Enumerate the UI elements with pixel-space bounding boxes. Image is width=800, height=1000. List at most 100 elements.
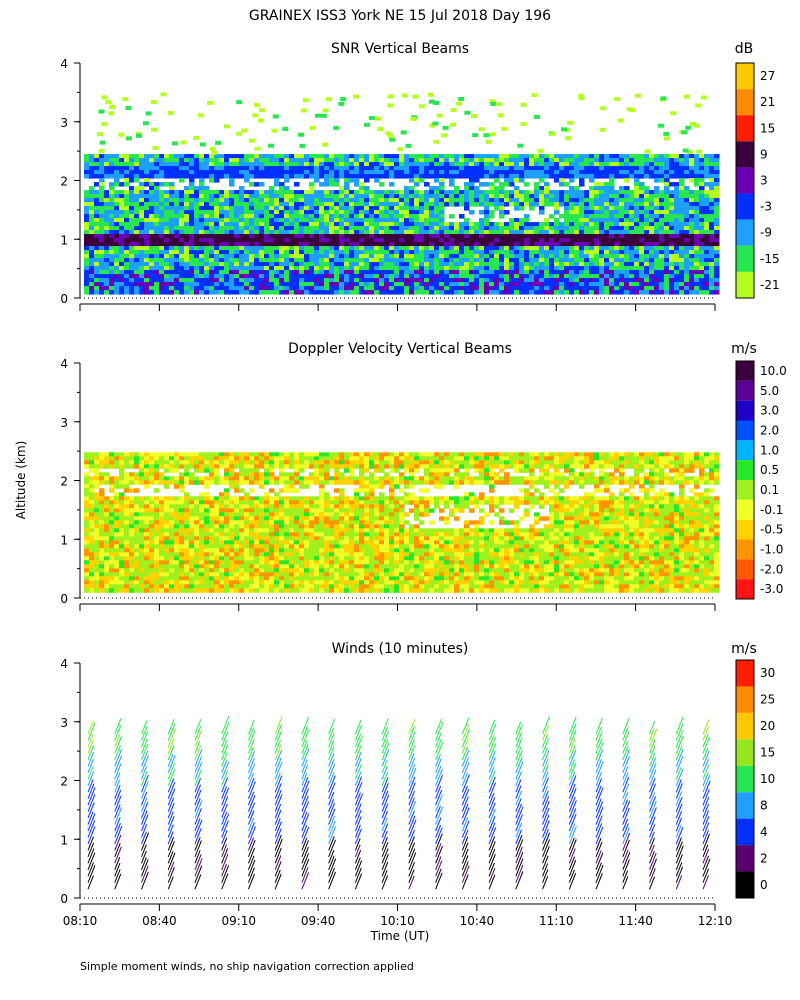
- snr-cell: [184, 238, 190, 243]
- velocity-cell: [99, 548, 105, 553]
- snr-cell: [320, 113, 327, 118]
- snr-cell: [319, 242, 325, 247]
- snr-cell: [504, 182, 510, 187]
- snr-cell: [714, 266, 720, 271]
- velocity-cell: [169, 532, 175, 537]
- snr-cell: [199, 270, 205, 275]
- snr-cell: [244, 170, 250, 175]
- snr-cell: [674, 162, 680, 167]
- snr-cell: [322, 108, 329, 113]
- snr-cell: [504, 222, 510, 227]
- snr-cell: [514, 166, 520, 171]
- snr-cell: [584, 274, 590, 279]
- snr-cell: [424, 190, 430, 195]
- snr-cell: [239, 158, 245, 163]
- snr-cell: [122, 97, 129, 102]
- velocity-cell: [144, 588, 150, 593]
- snr-cell: [599, 250, 605, 255]
- velocity-cell: [89, 520, 95, 525]
- velocity-cell: [104, 580, 110, 585]
- snr-cell: [679, 242, 685, 247]
- snr-cell: [484, 258, 490, 263]
- snr-cell: [674, 198, 680, 203]
- velocity-cell: [139, 584, 145, 589]
- snr-cell: [394, 174, 400, 179]
- snr-cell: [454, 166, 460, 171]
- snr-cell: [649, 198, 655, 203]
- snr-cell: [519, 266, 525, 271]
- snr-cell: [109, 170, 115, 175]
- snr-cell: [649, 250, 655, 255]
- snr-cell: [129, 250, 135, 255]
- snr-cell: [248, 138, 255, 143]
- snr-cell: [314, 190, 320, 195]
- snr-cell: [387, 94, 394, 99]
- snr-cell: [484, 190, 490, 195]
- snr-cell: [249, 162, 255, 167]
- snr-cell: [419, 270, 425, 275]
- snr-cell: [414, 246, 420, 251]
- snr-cell: [414, 182, 420, 187]
- snr-cell: [236, 100, 243, 105]
- snr-cell: [329, 234, 335, 239]
- snr-cell: [229, 166, 235, 171]
- snr-cell: [674, 230, 680, 235]
- snr-cell: [454, 190, 460, 195]
- snr-cell: [384, 170, 390, 175]
- velocity-cell: [154, 564, 160, 569]
- velocity-cell: [154, 552, 160, 557]
- snr-cell: [387, 103, 394, 108]
- colorbar-swatch: [736, 63, 754, 90]
- velocity-cell: [94, 476, 100, 481]
- snr-cell: [369, 170, 375, 175]
- snr-cell: [449, 174, 455, 179]
- snr-cell: [284, 206, 290, 211]
- snr-cell: [444, 286, 450, 291]
- snr-cell: [684, 158, 690, 163]
- snr-cell: [164, 166, 170, 171]
- velocity-cell: [94, 520, 100, 525]
- snr-cell: [104, 190, 110, 195]
- velocity-cell: [84, 544, 90, 549]
- snr-cell: [534, 250, 540, 255]
- snr-cell: [264, 214, 270, 219]
- velocity-cell: [104, 568, 110, 573]
- snr-cell: [664, 202, 670, 207]
- snr-cell: [364, 222, 370, 227]
- snr-cell: [354, 278, 360, 283]
- snr-cell: [259, 198, 265, 203]
- snr-cell: [289, 154, 295, 159]
- snr-cell: [459, 158, 465, 163]
- snr-cell: [634, 278, 640, 283]
- snr-cell: [474, 202, 480, 207]
- snr-cell: [714, 194, 720, 199]
- snr-cell: [644, 270, 650, 275]
- snr-cell: [154, 262, 160, 267]
- snr-cell: [299, 262, 305, 267]
- snr-cell: [664, 270, 670, 275]
- snr-cell: [114, 226, 120, 231]
- snr-cell: [514, 242, 520, 247]
- velocity-cell: [149, 532, 155, 537]
- velocity-cell: [144, 560, 150, 565]
- snr-cell: [374, 154, 380, 159]
- snr-cell: [329, 242, 335, 247]
- snr-cell: [104, 162, 110, 167]
- snr-cell: [344, 206, 350, 211]
- snr-cell: [414, 190, 420, 195]
- snr-cell: [239, 250, 245, 255]
- snr-cell: [714, 286, 720, 291]
- snr-cell: [444, 278, 450, 283]
- snr-cell: [299, 162, 305, 167]
- velocity-cell: [144, 508, 150, 513]
- snr-cell: [244, 290, 250, 295]
- snr-cell: [394, 222, 400, 227]
- snr-cell: [659, 274, 665, 279]
- snr-cell: [564, 270, 570, 275]
- colorbar-swatch: [736, 271, 754, 298]
- velocity-cell: [174, 508, 180, 513]
- snr-cell: [389, 266, 395, 271]
- snr-cell: [219, 274, 225, 279]
- snr-cell: [559, 158, 565, 163]
- snr-cell: [634, 266, 640, 271]
